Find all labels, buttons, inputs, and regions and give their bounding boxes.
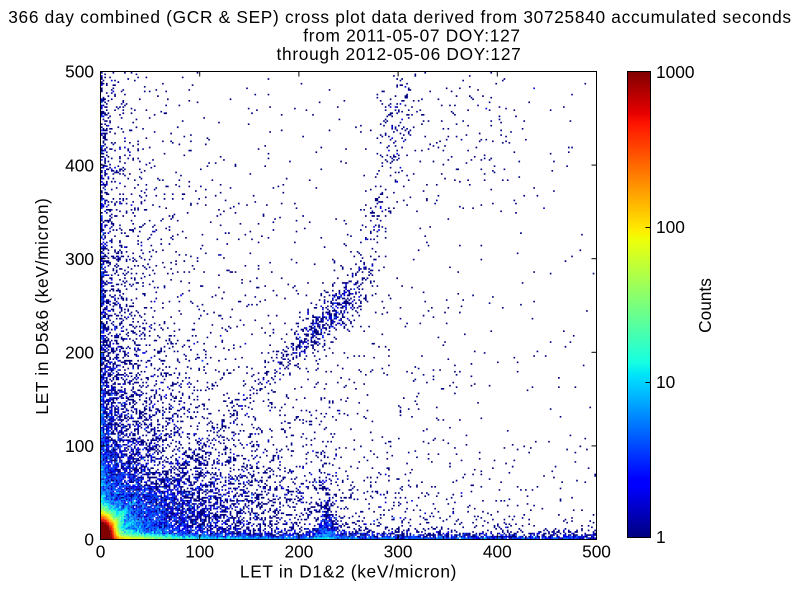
svg-text:100: 100: [185, 542, 214, 562]
svg-text:100: 100: [656, 217, 685, 237]
svg-text:400: 400: [65, 155, 94, 175]
svg-text:500: 500: [582, 542, 611, 562]
svg-text:100: 100: [65, 436, 94, 456]
svg-text:0: 0: [96, 542, 106, 562]
svg-text:300: 300: [65, 249, 94, 269]
svg-text:from 2011-05-07 DOY:127: from 2011-05-07 DOY:127: [303, 26, 521, 46]
svg-text:200: 200: [65, 343, 94, 363]
svg-text:400: 400: [483, 542, 512, 562]
svg-text:10: 10: [656, 372, 675, 392]
svg-text:500: 500: [65, 62, 94, 82]
svg-text:1: 1: [656, 527, 666, 547]
svg-text:300: 300: [384, 542, 413, 562]
svg-text:through 2012-05-06 DOY:127: through 2012-05-06 DOY:127: [277, 44, 522, 64]
svg-text:Counts: Counts: [695, 278, 715, 333]
svg-text:200: 200: [284, 542, 313, 562]
svg-text:LET in D1&2 (keV/micron): LET in D1&2 (keV/micron): [240, 562, 457, 582]
svg-text:366 day combined (GCR & SEP) c: 366 day combined (GCR & SEP) cross plot …: [8, 7, 792, 27]
svg-text:1000: 1000: [656, 62, 694, 82]
svg-text:0: 0: [84, 530, 94, 550]
svg-text:LET in D5&6 (keV/micron): LET in D5&6 (keV/micron): [32, 197, 52, 414]
